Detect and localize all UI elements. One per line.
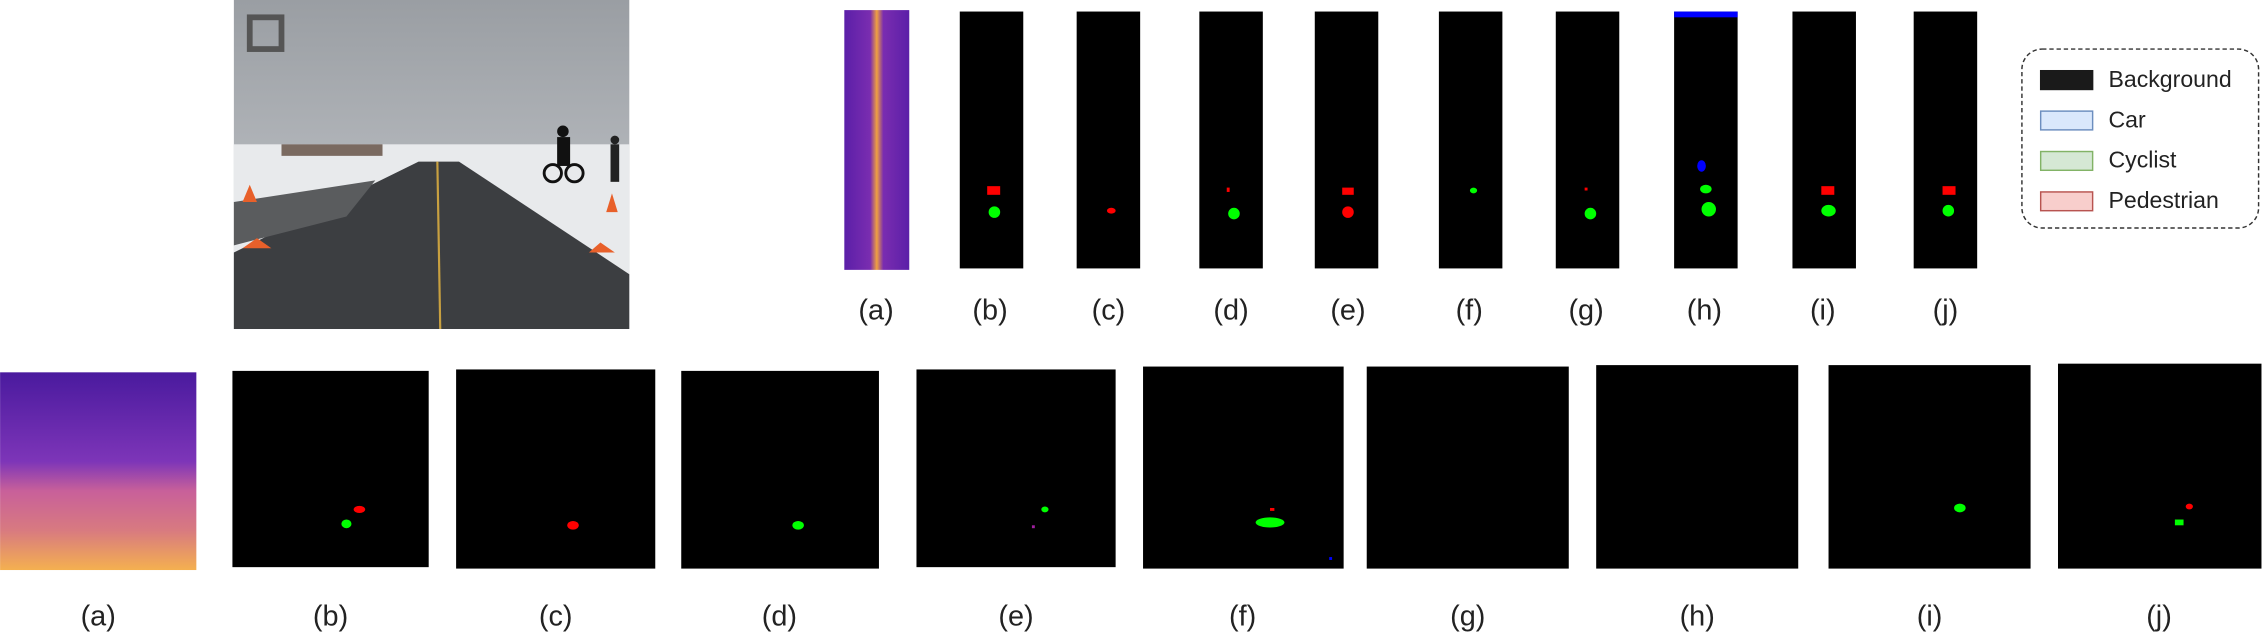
panel-label: (a) [858, 294, 893, 326]
panel-label: (c) [1092, 294, 1126, 326]
legend-label: Pedestrian [2109, 187, 2219, 213]
panel-label: (i) [1810, 294, 1836, 326]
panel-label: (f) [1229, 600, 1256, 632]
legend-swatch [2039, 191, 2094, 212]
legend-label: Car [2109, 106, 2147, 132]
panel-label: (g) [1450, 600, 1485, 632]
top-masks [844, 10, 1978, 270]
panel-label: (f) [1456, 294, 1483, 326]
legend-label: Background [2109, 66, 2232, 92]
top-labels: (a) (b) (c) (d) (e) (f) (g) (h) (i) (j) [858, 294, 1958, 326]
bottom-labels: (a) (b) (c) (d) (e) (f) (g) (h) (i) (j) [81, 600, 2172, 632]
legend-swatch [2039, 69, 2094, 91]
legend-label: Cyclist [2109, 147, 2178, 173]
panel-label: (b) [972, 294, 1007, 326]
panel-label: (c) [539, 600, 573, 632]
spectrogram [844, 10, 910, 270]
spectrogram [0, 372, 197, 571]
panel-label: (j) [2146, 600, 2172, 632]
panel-label: (j) [1933, 294, 1959, 326]
panel-label: (d) [762, 600, 797, 632]
panel-label: (i) [1917, 600, 1943, 632]
panel-label: (b) [313, 600, 348, 632]
panel-label: (h) [1680, 600, 1715, 632]
legend-swatch [2039, 110, 2094, 131]
panel-label: (e) [1330, 294, 1365, 326]
panel-label: (d) [1213, 294, 1248, 326]
legend-swatch [2039, 150, 2094, 172]
camera-image [233, 0, 630, 330]
panel-label: (a) [81, 600, 116, 632]
panel-label: (e) [998, 600, 1033, 632]
panel-label: (h) [1687, 294, 1722, 326]
legend-box [2021, 48, 2260, 229]
bottom-masks [0, 363, 2262, 571]
panel-label: (g) [1568, 294, 1603, 326]
legend: Background Car Cyclist Pedestrian [2021, 48, 2260, 229]
